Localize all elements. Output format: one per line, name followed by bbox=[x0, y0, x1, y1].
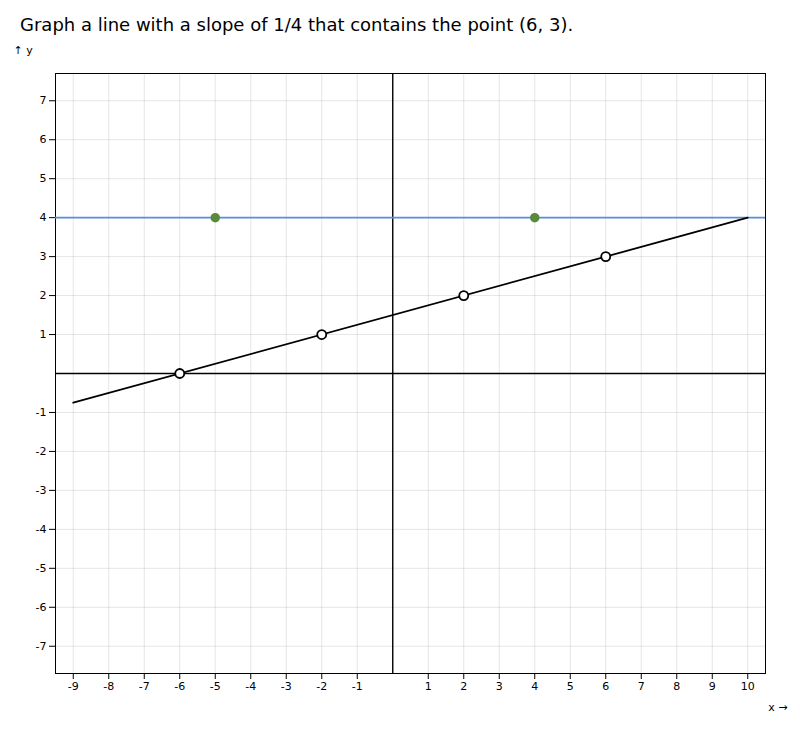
svg-text:1: 1 bbox=[40, 328, 47, 341]
svg-text:-6: -6 bbox=[36, 601, 47, 614]
svg-text:7: 7 bbox=[40, 94, 47, 107]
svg-text:4: 4 bbox=[40, 211, 47, 224]
svg-text:6: 6 bbox=[40, 133, 47, 146]
svg-text:-2: -2 bbox=[36, 445, 47, 458]
svg-text:-8: -8 bbox=[103, 680, 114, 693]
svg-text:10: 10 bbox=[741, 680, 755, 693]
svg-text:-4: -4 bbox=[36, 523, 47, 536]
html-text:Graph a line with a slope of 1: Graph a line with a slope of 1/4 that co… bbox=[20, 14, 574, 35]
svg-text:5: 5 bbox=[40, 172, 47, 185]
svg-text:-3: -3 bbox=[36, 484, 47, 497]
svg-text:-7: -7 bbox=[139, 680, 150, 693]
svg-text:-1: -1 bbox=[352, 680, 363, 693]
svg-text:-7: -7 bbox=[36, 640, 47, 653]
svg-text:4: 4 bbox=[531, 680, 538, 693]
svg-text:-5: -5 bbox=[36, 562, 47, 575]
svg-text:3: 3 bbox=[40, 250, 47, 263]
svg-text:-6: -6 bbox=[174, 680, 185, 693]
svg-text:-3: -3 bbox=[281, 680, 292, 693]
svg-text:3: 3 bbox=[496, 680, 503, 693]
svg-text:x →: x → bbox=[768, 701, 787, 714]
svg-text:↑ y: ↑ y bbox=[14, 44, 34, 57]
svg-text:-2: -2 bbox=[316, 680, 327, 693]
svg-text:-9: -9 bbox=[68, 680, 79, 693]
svg-text:6: 6 bbox=[602, 680, 609, 693]
svg-text:1: 1 bbox=[425, 680, 432, 693]
svg-text:8: 8 bbox=[673, 680, 680, 693]
svg-text:7: 7 bbox=[638, 680, 645, 693]
svg-text:9: 9 bbox=[709, 680, 716, 693]
svg-text:2: 2 bbox=[40, 289, 47, 302]
svg-text:-5: -5 bbox=[210, 680, 221, 693]
svg-text:-1: -1 bbox=[36, 406, 47, 419]
svg-text:-4: -4 bbox=[245, 680, 256, 693]
svg-text:5: 5 bbox=[567, 680, 574, 693]
svg-text:2: 2 bbox=[460, 680, 467, 693]
